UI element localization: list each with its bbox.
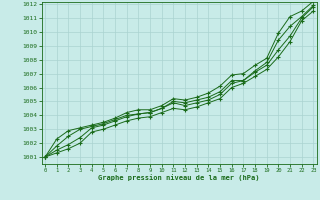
X-axis label: Graphe pression niveau de la mer (hPa): Graphe pression niveau de la mer (hPa) <box>99 175 260 181</box>
